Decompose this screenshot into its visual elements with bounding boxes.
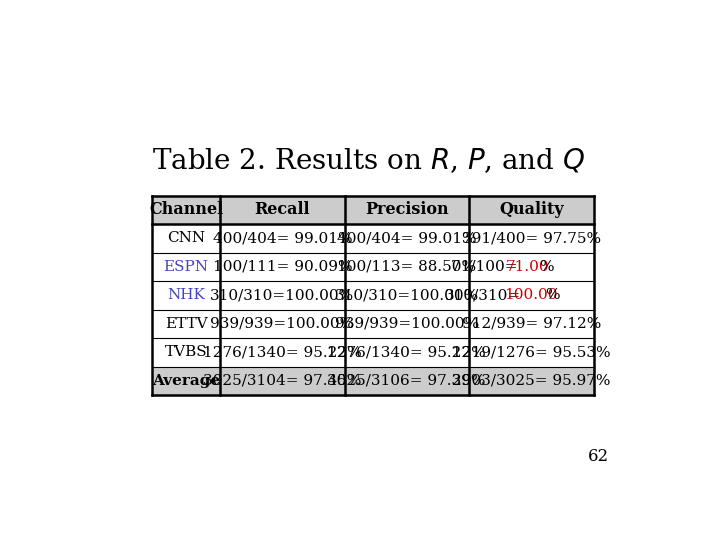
- Bar: [152, 224, 594, 253]
- Text: 62: 62: [588, 448, 609, 465]
- Text: 391/400= 97.75%: 391/400= 97.75%: [462, 232, 601, 246]
- Text: 939/939=100.00%: 939/939=100.00%: [335, 317, 479, 331]
- Text: 310/310=100.00%: 310/310=100.00%: [210, 288, 354, 302]
- Text: ETTV: ETTV: [165, 317, 207, 331]
- Text: 939/939=100.00%: 939/939=100.00%: [210, 317, 354, 331]
- Text: 400/404= 99.01%: 400/404= 99.01%: [337, 232, 477, 246]
- Bar: [152, 367, 594, 395]
- Text: 1276/1340= 95.22%: 1276/1340= 95.22%: [328, 346, 486, 360]
- Text: 1219/1276= 95.53%: 1219/1276= 95.53%: [452, 346, 611, 360]
- Text: %: %: [545, 288, 560, 302]
- Text: Quality: Quality: [499, 201, 564, 219]
- Bar: [152, 338, 594, 367]
- Text: 3025/3104= 97.45%: 3025/3104= 97.45%: [203, 374, 361, 388]
- Text: 3025/3106= 97.39%: 3025/3106= 97.39%: [328, 374, 486, 388]
- Text: 400/404= 99.01%: 400/404= 99.01%: [212, 232, 352, 246]
- Bar: [152, 309, 594, 338]
- Text: 310/310=: 310/310=: [446, 288, 521, 302]
- Text: NHK: NHK: [167, 288, 205, 302]
- Text: 71/100=: 71/100=: [451, 260, 523, 274]
- Text: ESPN: ESPN: [163, 260, 209, 274]
- Text: 1276/1340= 95.22%: 1276/1340= 95.22%: [203, 346, 362, 360]
- Text: CNN: CNN: [167, 232, 205, 246]
- Bar: [152, 253, 594, 281]
- Text: 912/939= 97.12%: 912/939= 97.12%: [462, 317, 601, 331]
- Bar: [152, 195, 594, 224]
- Text: Precision: Precision: [365, 201, 449, 219]
- Text: 310/310=100.00%: 310/310=100.00%: [335, 288, 479, 302]
- Text: Average: Average: [152, 374, 220, 388]
- Text: TVBS: TVBS: [165, 346, 207, 360]
- Text: Channel: Channel: [149, 201, 223, 219]
- Text: 2903/3025= 95.97%: 2903/3025= 95.97%: [452, 374, 611, 388]
- Text: 100/111= 90.09%: 100/111= 90.09%: [212, 260, 352, 274]
- Text: 71.00: 71.00: [506, 260, 549, 274]
- Bar: [152, 281, 594, 309]
- Text: Recall: Recall: [255, 201, 310, 219]
- Text: %: %: [539, 260, 554, 274]
- Text: 100.00: 100.00: [504, 288, 557, 302]
- Text: Table 2. Results on $\it{R}$, $\it{P}$, and $\it{Q}$: Table 2. Results on $\it{R}$, $\it{P}$, …: [153, 147, 585, 176]
- Text: 100/113= 88.50%: 100/113= 88.50%: [337, 260, 476, 274]
